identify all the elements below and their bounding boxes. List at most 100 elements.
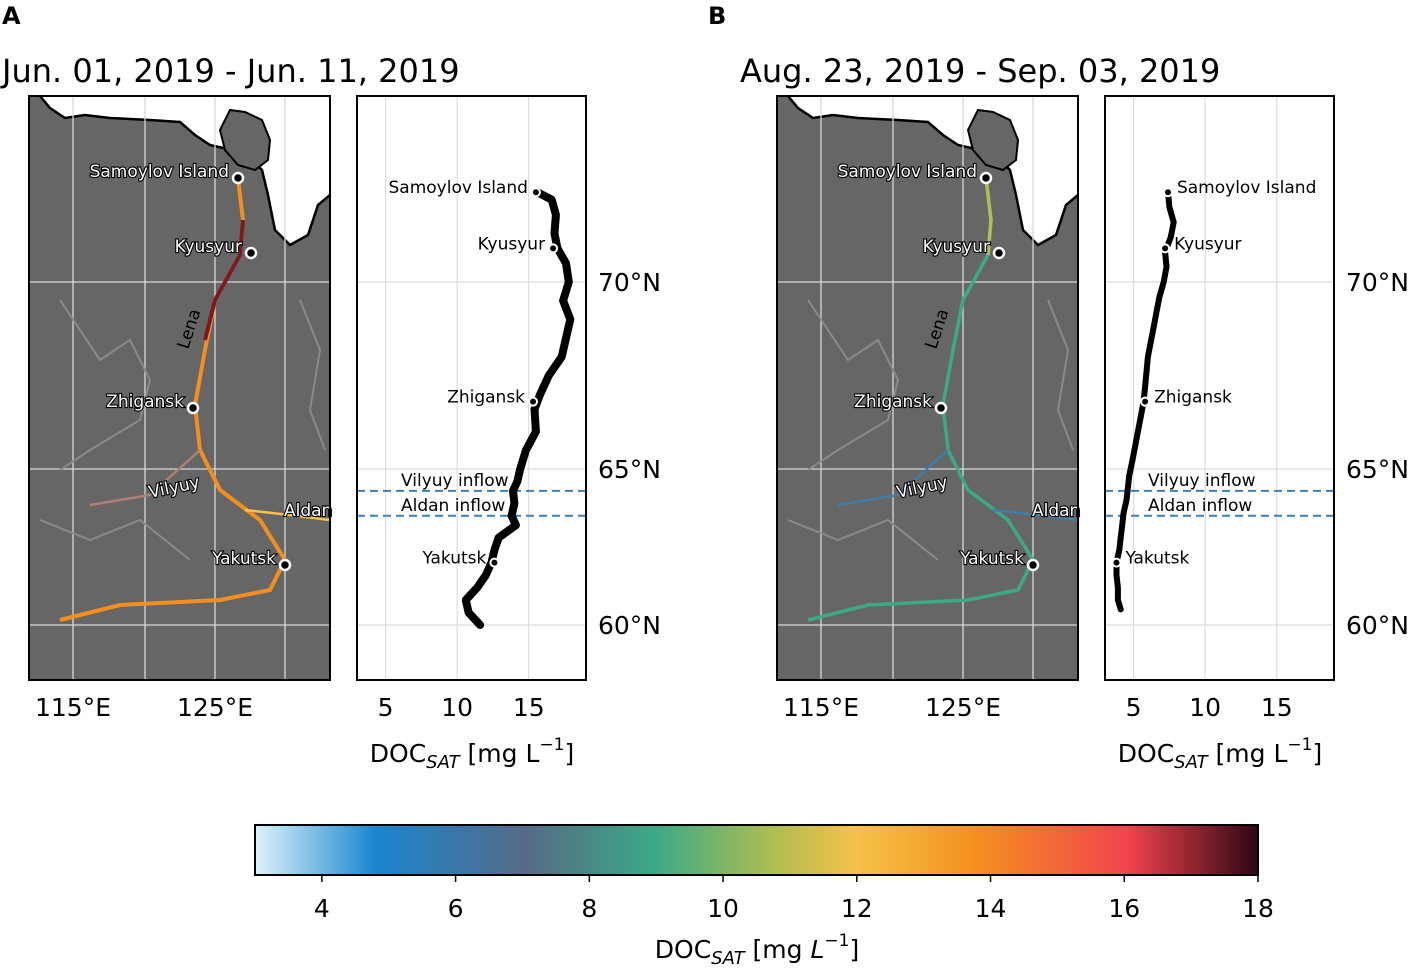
inflow-label: Vilyuy inflow bbox=[1148, 471, 1256, 491]
inflow-label: Aldan inflow bbox=[401, 496, 505, 516]
station-label: Samoylov Island bbox=[90, 162, 229, 182]
station-label: Samoylov Island bbox=[838, 162, 977, 182]
station-marker bbox=[244, 246, 258, 260]
panel-b: B Aug. 23, 2019 - Sep. 03, 2019 bbox=[708, 2, 1409, 773]
station-marker bbox=[979, 171, 993, 185]
station-marker bbox=[548, 243, 559, 254]
profile-a: Vilyuy inflow Aldan inflow Samoylov Islan… bbox=[356, 95, 587, 773]
x-tick-label: 5 bbox=[378, 693, 394, 722]
lon-tick: 115°E bbox=[35, 693, 111, 722]
station-marker bbox=[1162, 187, 1173, 198]
station-label: Yakutsk bbox=[1124, 549, 1189, 569]
lat-tick-label: 70°N bbox=[1346, 268, 1409, 297]
profile-stations: Samoylov Island Kyusyur Zhigansk Yakutsk bbox=[389, 178, 559, 569]
colorbar-tick-label: 14 bbox=[975, 894, 1007, 923]
profile-frame bbox=[1104, 95, 1335, 681]
station-label: Zhigansk bbox=[106, 392, 184, 412]
map-stations: Samoylov Island Kyusyur Zhigansk Yakutsk bbox=[88, 161, 292, 572]
profile-gridlines bbox=[1105, 96, 1334, 680]
x-tick-label: 10 bbox=[1189, 693, 1221, 722]
panel-letter: B bbox=[708, 2, 726, 30]
station-marker bbox=[489, 557, 500, 568]
station-marker bbox=[1160, 243, 1171, 254]
colorbar-tick-label: 16 bbox=[1108, 894, 1140, 923]
map-a: Lena Vilyuy Aldan Samoylov Island Kyusyu… bbox=[28, 95, 333, 722]
river-label-aldan: Aldan bbox=[1032, 501, 1080, 521]
panel-a: A Jun. 01, 2019 - Jun. 11, 2019 bbox=[0, 2, 661, 773]
map-frame bbox=[28, 95, 331, 681]
station-label: Kyusyur bbox=[923, 237, 990, 257]
lon-tick: 125°E bbox=[925, 693, 1001, 722]
basin-boundaries bbox=[39, 299, 326, 561]
x-ticks: 5 10 15 bbox=[1126, 693, 1293, 722]
panel-title: Jun. 01, 2019 - Jun. 11, 2019 bbox=[0, 52, 460, 90]
colorbar-tick-label: 18 bbox=[1242, 894, 1274, 923]
x-axis-label: DOCSAT [mg L−1] bbox=[1118, 735, 1322, 773]
profile-stations: Samoylov Island Kyusyur Zhigansk Yakutsk bbox=[1111, 178, 1316, 569]
basin-boundaries bbox=[787, 299, 1074, 561]
x-tick-label: 10 bbox=[441, 693, 473, 722]
station-marker bbox=[1026, 558, 1040, 572]
station-label: Kyusyur bbox=[175, 237, 242, 257]
station-marker bbox=[231, 171, 245, 185]
inflow-label: Aldan inflow bbox=[1148, 496, 1252, 516]
colorbar-ticks: 4 6 8 10 12 14 16 18 bbox=[314, 875, 1274, 923]
vilyuy-river bbox=[837, 449, 949, 507]
inflow-lines: Vilyuy inflow Aldan inflow bbox=[357, 471, 586, 517]
lena-river-high-doc bbox=[203, 219, 245, 341]
station-marker bbox=[1140, 396, 1151, 407]
colorbar-tick-label: 12 bbox=[841, 894, 873, 923]
station-marker bbox=[186, 401, 200, 415]
station-marker bbox=[278, 558, 292, 572]
lena-delta bbox=[966, 108, 1020, 172]
station-marker bbox=[530, 187, 541, 198]
lat-tick-label: 60°N bbox=[598, 611, 661, 640]
lat-tick-label: 65°N bbox=[598, 455, 661, 484]
aldan-river bbox=[992, 508, 1079, 522]
map-b: Lena Vilyuy Aldan Samoylov Island Kyusyu… bbox=[776, 95, 1081, 722]
river-label-aldan: Aldan bbox=[284, 501, 332, 521]
station-marker bbox=[992, 246, 1006, 260]
colorbar-tick-label: 10 bbox=[707, 894, 739, 923]
lena-delta bbox=[218, 108, 272, 172]
profile-frame bbox=[356, 95, 587, 681]
station-label: Kyusyur bbox=[478, 234, 545, 254]
x-axis-label: DOCSAT [mg L−1] bbox=[370, 735, 574, 773]
station-marker bbox=[934, 401, 948, 415]
station-label: Samoylov Island bbox=[1177, 178, 1316, 198]
panel-title: Aug. 23, 2019 - Sep. 03, 2019 bbox=[740, 52, 1220, 90]
vilyuy-river bbox=[89, 449, 201, 507]
lon-tick: 125°E bbox=[177, 693, 253, 722]
station-label: Zhigansk bbox=[854, 392, 932, 412]
station-label: Zhigansk bbox=[447, 388, 525, 408]
colorbar: 4 6 8 10 12 14 16 18 DOCSAT [mg L−1] bbox=[254, 824, 1274, 968]
lat-ticks: 70°N 65°N 60°N bbox=[598, 268, 661, 640]
x-tick-label: 15 bbox=[513, 693, 545, 722]
lat-tick-label: 60°N bbox=[1346, 611, 1409, 640]
aldan-river bbox=[244, 508, 331, 522]
lat-tick-label: 70°N bbox=[598, 268, 661, 297]
lat-tick-label: 65°N bbox=[1346, 455, 1409, 484]
station-label: Yakutsk bbox=[421, 549, 486, 569]
station-label: Kyusyur bbox=[1174, 234, 1241, 254]
lena-river-high-doc bbox=[984, 177, 993, 256]
doc-series-line bbox=[1113, 189, 1177, 613]
colorbar-tick-label: 6 bbox=[448, 894, 464, 923]
map-gridlines bbox=[777, 96, 1078, 680]
colorbar-label: DOCSAT [mg L−1] bbox=[655, 931, 859, 968]
lon-tick: 115°E bbox=[783, 693, 859, 722]
x-tick-label: 5 bbox=[1126, 693, 1142, 722]
x-ticks: 5 10 15 bbox=[378, 693, 545, 722]
colorbar-gradient bbox=[254, 824, 1259, 876]
colorbar-tick-label: 4 bbox=[314, 894, 330, 923]
station-marker bbox=[528, 396, 539, 407]
x-tick-label: 15 bbox=[1261, 693, 1293, 722]
colorbar-tick-label: 8 bbox=[581, 894, 597, 923]
map-frame bbox=[776, 95, 1079, 681]
lat-ticks: 70°N 65°N 60°N bbox=[1346, 268, 1409, 640]
panel-letter: A bbox=[2, 2, 21, 30]
coastline bbox=[39, 95, 331, 247]
station-label: Yakutsk bbox=[959, 549, 1024, 569]
inflow-lines: Vilyuy inflow Aldan inflow bbox=[1105, 471, 1334, 517]
